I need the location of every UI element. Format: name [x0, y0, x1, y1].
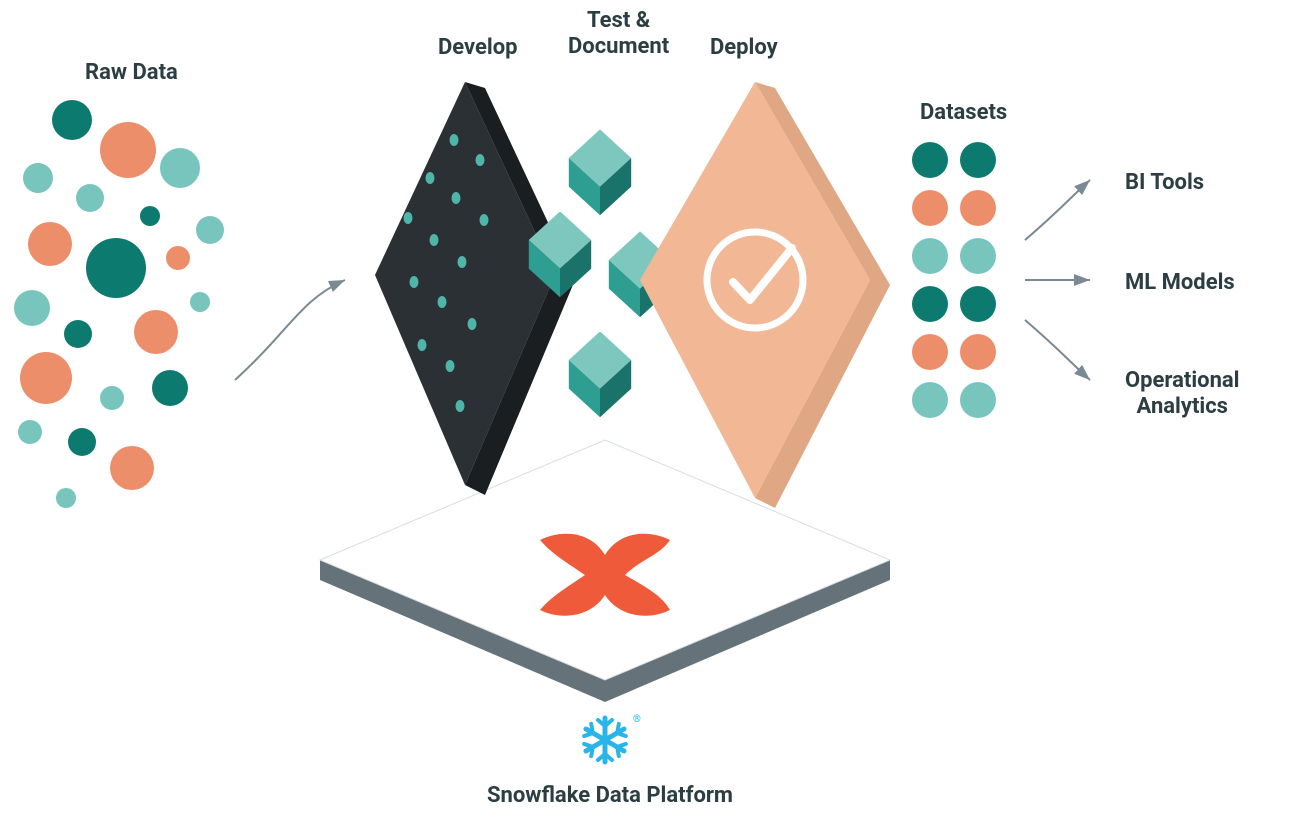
label-ml-models: ML Models [1125, 270, 1235, 296]
label-datasets: Datasets [920, 100, 1007, 126]
platform [320, 440, 890, 702]
develop-slab [375, 82, 575, 495]
label-raw-data: Raw Data [85, 60, 178, 86]
datasets-dots [912, 142, 996, 418]
raw-data-dots [14, 100, 224, 508]
deploy-slab [640, 82, 890, 508]
label-deploy: Deploy [710, 35, 778, 61]
label-snowflake: Snowflake Data Platform [487, 783, 733, 809]
label-bi-tools: BI Tools [1125, 170, 1204, 196]
label-test-doc: Test & Document [568, 8, 669, 61]
diagram-canvas: ® [0, 0, 1297, 824]
snowflake-icon: ® [582, 713, 641, 762]
svg-text:®: ® [633, 713, 641, 725]
label-op-analytics: Operational Analytics [1125, 368, 1240, 421]
label-develop: Develop [438, 35, 518, 61]
